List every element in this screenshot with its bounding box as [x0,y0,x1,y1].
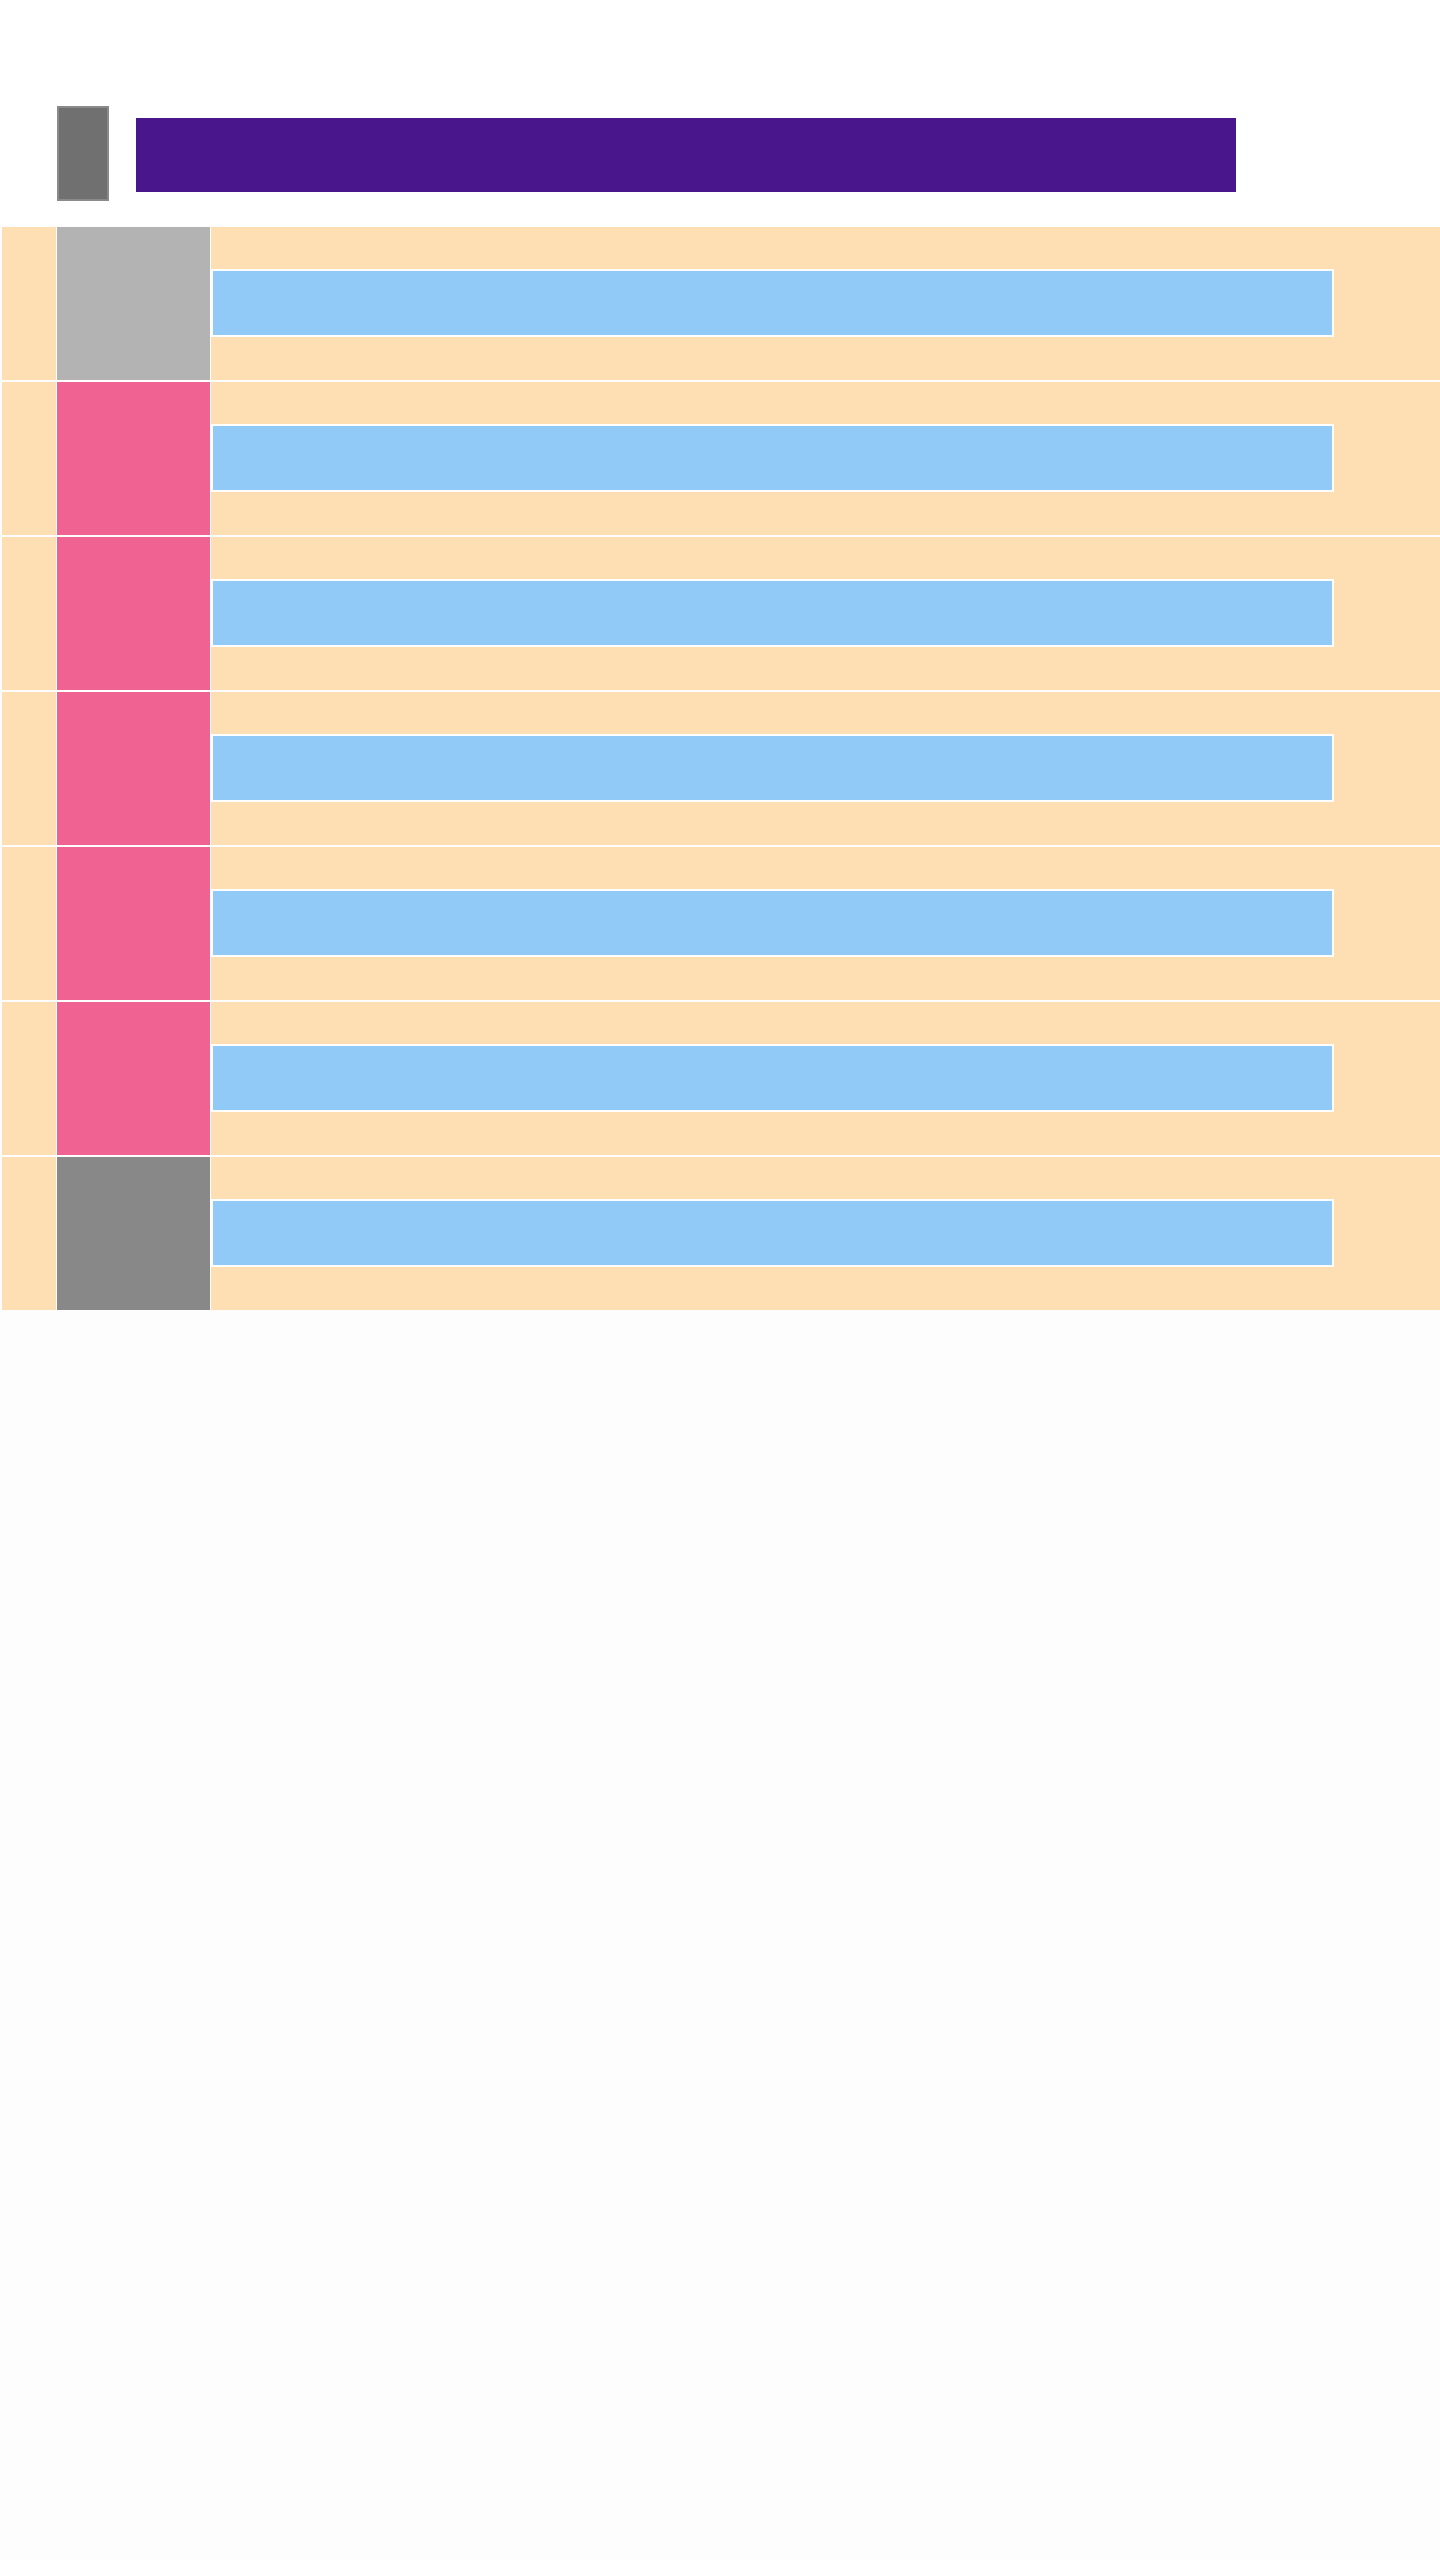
row-margin [2,537,56,690]
row-margin [2,227,56,380]
row-margin [2,1002,56,1155]
list-item[interactable] [0,691,1440,846]
list-item[interactable] [0,226,1440,381]
menu-icon[interactable] [57,106,109,201]
item-field[interactable] [211,579,1334,647]
item-thumbnail [57,1157,210,1310]
list-item[interactable] [0,1156,1440,1311]
list-item[interactable] [0,846,1440,1001]
item-body [211,1157,1440,1310]
item-body [211,847,1440,1000]
row-margin [2,847,56,1000]
list-item[interactable] [0,536,1440,691]
page-title [136,118,1236,192]
row-margin [2,1157,56,1310]
item-thumbnail [57,1002,210,1155]
item-thumbnail [57,847,210,1000]
item-body [211,1002,1440,1155]
item-thumbnail [57,537,210,690]
row-margin [2,692,56,845]
item-thumbnail [57,692,210,845]
row-margin [2,382,56,535]
item-field[interactable] [211,889,1334,957]
item-field[interactable] [211,1044,1334,1112]
app-header [0,0,1440,226]
item-body [211,692,1440,845]
item-body [211,537,1440,690]
list-item[interactable] [0,381,1440,536]
item-field[interactable] [211,1199,1334,1267]
item-thumbnail [57,382,210,535]
item-thumbnail [57,227,210,380]
list-item[interactable] [0,1001,1440,1156]
item-body [211,382,1440,535]
item-field[interactable] [211,269,1334,337]
item-body [211,227,1440,380]
item-field[interactable] [211,424,1334,492]
item-field[interactable] [211,734,1334,802]
